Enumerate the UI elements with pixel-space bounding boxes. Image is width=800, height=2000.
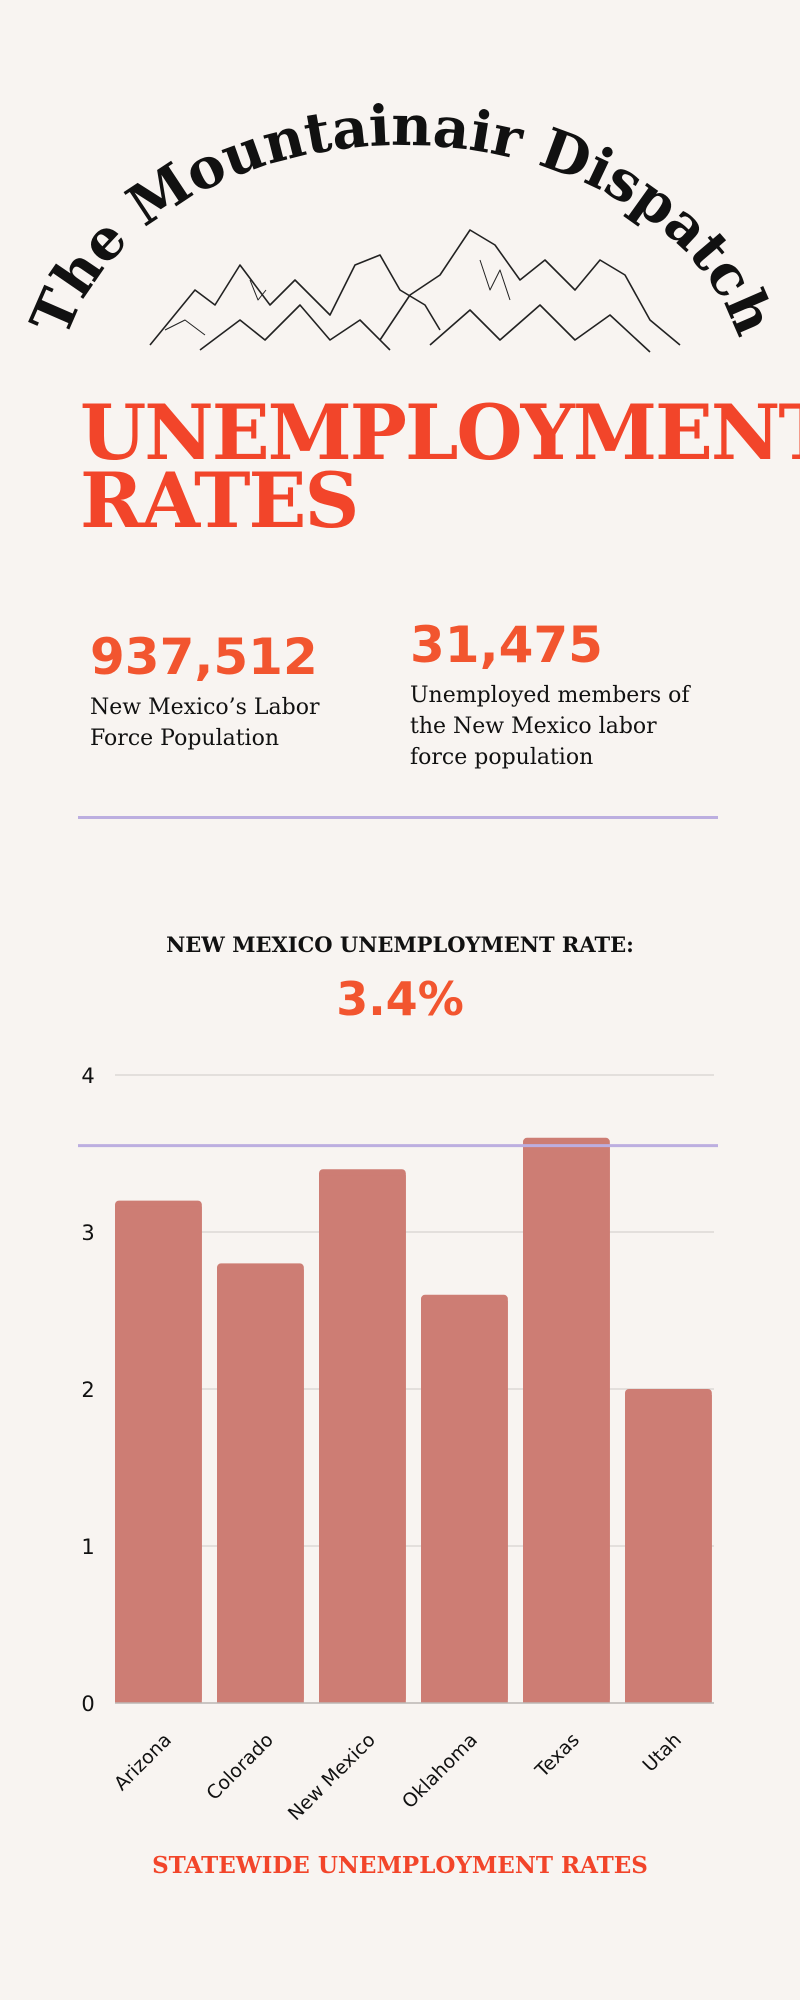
bar-body <box>115 1206 202 1703</box>
stat-unemployed: 31,475 Unemployed members of the New Mex… <box>410 620 690 773</box>
mountains-illustration <box>149 229 681 353</box>
stat-label-line: force population <box>410 745 594 770</box>
x-tick-label: Arizona <box>110 1729 176 1795</box>
stat-label-line: Unemployed members of <box>410 683 690 708</box>
rate-value: 3.4% <box>336 972 464 1026</box>
y-tick-label: 2 <box>81 1378 94 1402</box>
bar-body <box>217 1269 304 1703</box>
chart-title: STATEWIDE UNEMPLOYMENT RATES <box>152 1852 648 1879</box>
x-tick-label: Colorado <box>202 1729 278 1805</box>
x-tick-label: Oklahoma <box>398 1729 482 1813</box>
y-tick-label: 1 <box>81 1535 94 1559</box>
stat-value: 937,512 <box>90 628 318 686</box>
section-divider <box>78 816 718 819</box>
page-title-line1: UNEMPLOYMENT <box>80 388 800 477</box>
bar-body <box>319 1175 406 1703</box>
y-tick-label: 3 <box>81 1221 94 1245</box>
bar-body <box>523 1143 610 1703</box>
masthead-logo: The Mountainair Dispatch <box>18 93 787 353</box>
y-tick-label: 4 <box>81 1064 94 1088</box>
bar-chart: 0 1 2 3 4 Arizona Colorado New Mexico Oklahoma Te… <box>78 1064 718 1825</box>
x-tick-label: New Mexico <box>284 1729 380 1825</box>
stat-label-line: the New Mexico labor <box>410 714 657 739</box>
stat-label-line: New Mexico’s Labor <box>90 695 320 720</box>
bar-body <box>421 1300 508 1703</box>
stat-label-line: Force Population <box>90 726 280 751</box>
stat-labor-force: 937,512 New Mexico’s Labor Force Populat… <box>90 632 320 754</box>
page-title-line2: RATES <box>80 456 359 545</box>
x-tick-label: Texas <box>531 1729 584 1782</box>
rate-label: NEW MEXICO UNEMPLOYMENT RATE: <box>166 932 634 957</box>
y-tick-label: 0 <box>81 1692 94 1716</box>
stat-value: 31,475 <box>410 616 603 674</box>
x-tick-label: Utah <box>639 1729 686 1776</box>
bar-body <box>625 1395 712 1703</box>
